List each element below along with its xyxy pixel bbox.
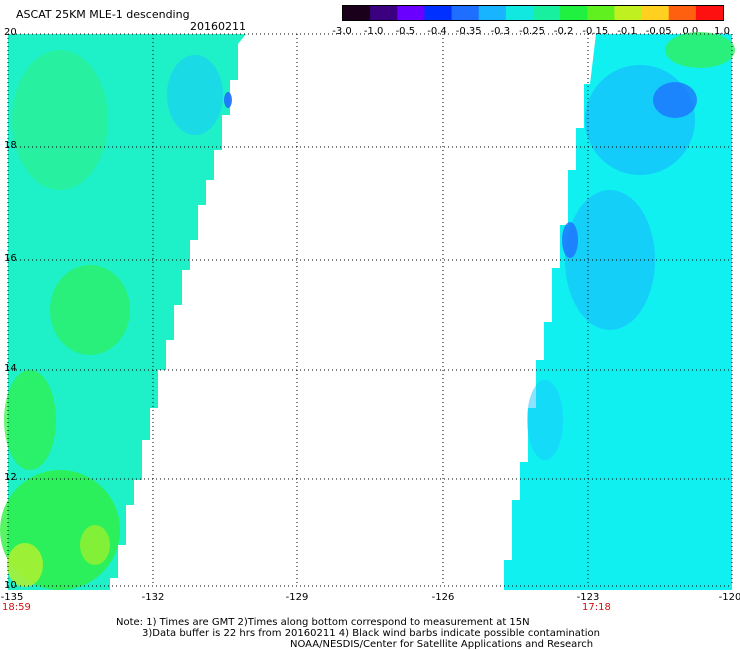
- lon-label-135: -135: [0, 592, 24, 603]
- colorbar-segment: [668, 6, 697, 20]
- right-swath-blue-region: [562, 222, 578, 258]
- colorbar: [342, 5, 724, 21]
- left-swath-yellow-region: [80, 525, 110, 565]
- colorbar-tick-label: -0.35: [455, 26, 482, 37]
- left-swath-green-region: [12, 50, 108, 190]
- lon-label-126: -126: [431, 592, 455, 603]
- lat-label-18: 18: [4, 140, 17, 151]
- product-title: ASCAT 25KM MLE-1 descending: [16, 8, 190, 21]
- colorbar-segment: [587, 6, 615, 20]
- left-swath-green-region: [4, 370, 56, 470]
- colorbar-segment: [614, 6, 643, 20]
- start-time: 18:59: [2, 602, 31, 613]
- lon-label-129: -129: [285, 592, 309, 603]
- product-date: 20160211: [190, 20, 246, 33]
- colorbar-tick-label: -1.0: [363, 26, 384, 37]
- note-line-3: NOAA/NESDIS/Center for Satellite Applica…: [290, 639, 594, 650]
- graticule: [7, 33, 733, 587]
- lat-label-10: 10: [4, 580, 17, 591]
- colorbar-tick-label: -0.5: [395, 26, 416, 37]
- colorbar-segment: [370, 6, 398, 20]
- colorbar-segment: [560, 6, 588, 20]
- lon-label-123: -123: [576, 592, 600, 603]
- colorbar-tick-label: -0.4: [427, 26, 447, 37]
- lat-label-14: 14: [4, 363, 17, 374]
- colorbar-segment: [343, 6, 371, 20]
- colorbar-segment: [478, 6, 507, 20]
- right-swath-blue-region: [653, 82, 697, 118]
- colorbar-segment: [533, 6, 561, 20]
- colorbar-tick-label: 0.0: [682, 26, 699, 37]
- left-swath-green-region: [50, 265, 130, 355]
- colorbar-tick-label: 1.0: [714, 26, 730, 37]
- colorbar-segment: [641, 6, 670, 20]
- left-swath-blue-region: [167, 55, 223, 135]
- right-swath-green-region: [665, 32, 735, 68]
- right-swath-blue-region: [527, 380, 563, 460]
- lon-label-120: -120: [718, 592, 740, 603]
- swath-layer: [0, 32, 735, 590]
- colorbar-tick-label: -0.15: [582, 26, 609, 37]
- lon-label-132: -132: [141, 592, 165, 603]
- end-time: 17:18: [582, 602, 611, 613]
- note-line-1: Note: 1) Times are GMT 2)Times along bot…: [116, 617, 530, 628]
- colorbar-tick-label: -0.1: [617, 26, 637, 37]
- colorbar-segment: [505, 6, 534, 20]
- left-swath-yellow-region: [7, 543, 43, 587]
- colorbar-tick-label: -0.05: [645, 26, 672, 37]
- lat-label-16: 16: [4, 253, 17, 264]
- left-swath-blue-region: [224, 92, 232, 108]
- colorbar-tick-label: -0.3: [490, 26, 511, 37]
- lat-label-20: 20: [4, 27, 17, 38]
- lat-label-12: 12: [4, 472, 17, 483]
- right-swath-blue-region: [585, 65, 695, 175]
- right-swath-blue-region: [565, 190, 655, 330]
- colorbar-tick-label: -0.25: [519, 26, 545, 37]
- note-line-2: 3)Data buffer is 22 hrs from 20160211 4)…: [142, 628, 600, 639]
- colorbar-segment: [695, 6, 723, 20]
- colorbar-segment: [451, 6, 480, 20]
- colorbar-tick-label: -0.2: [553, 26, 574, 37]
- colorbar-tick-label: -3.0: [332, 26, 352, 37]
- colorbar-segment: [424, 6, 453, 20]
- colorbar-segment: [397, 6, 425, 20]
